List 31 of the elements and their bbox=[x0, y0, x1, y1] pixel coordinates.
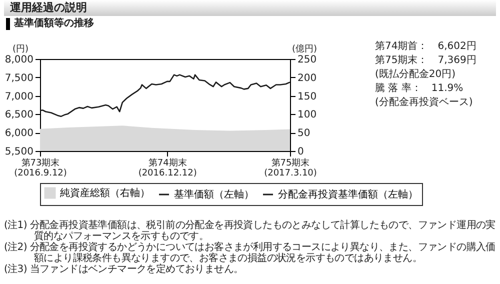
y2-tick-label: 250 bbox=[298, 54, 317, 66]
x-tick-label: 第74期末 (2016.12.12) bbox=[138, 158, 197, 178]
legend-label: 基準価額（左軸） bbox=[174, 188, 254, 200]
y-tick-label: 7,000 bbox=[4, 91, 34, 102]
x-tick-label: 第75期末 (2017.3.10) bbox=[264, 158, 317, 178]
text: (分配金再投資ベース) bbox=[375, 96, 474, 110]
y2-tick-label: 200 bbox=[298, 72, 317, 84]
text: 第75期末： 7,369円 bbox=[375, 54, 476, 68]
y-tick-label: 6,500 bbox=[4, 110, 34, 121]
text: 第74期首： 6,602円 bbox=[375, 40, 476, 54]
y2-tick-label: 0 bbox=[298, 146, 304, 158]
text: (注2) 分配金を再投資するかどうかについてはお客さまが利用するコースにより異なり、また、ファンドの購入価額により課税条件も異なりますので、お客さまの損益の状況を示すものではありません。 bbox=[4, 242, 496, 264]
y2-tick-label: 50 bbox=[298, 128, 310, 140]
y2-tick-label: 100 bbox=[298, 110, 317, 121]
line-series bbox=[39, 74, 291, 118]
x-tick-label: 第73期末 (2016.9.12) bbox=[14, 158, 67, 178]
text: (注1) 分配金再投資基準価額は、税引前の分配金を再投資したものとみなして計算したもので、ファンド運用の実質的なパフォーマンスを示すものです。 bbox=[4, 220, 496, 242]
y-tick-label: 5,500 bbox=[4, 146, 34, 158]
chart-title: 運用経過の説明 bbox=[4, 0, 496, 16]
chart-subtitle: 基準価額等の推移 bbox=[6, 18, 494, 30]
legend-label: 純資産総額（右軸） bbox=[60, 187, 150, 199]
y-tick-label: 7,500 bbox=[4, 72, 34, 84]
text: (既払分配金20円) bbox=[375, 68, 457, 82]
y2-axis-title: (億円) bbox=[292, 44, 318, 54]
y2-tick-label: 150 bbox=[298, 91, 317, 102]
text: (注3) 当ファンドはベンチマークを定めておりません。 bbox=[4, 264, 244, 275]
y-tick-label: 6,000 bbox=[4, 128, 34, 140]
y-axis-title: (円) bbox=[12, 44, 29, 54]
legend-label: 分配金再投資基準価額（左軸） bbox=[278, 188, 418, 200]
text: 騰 落 率： 11.9% bbox=[375, 82, 464, 96]
y-tick-label: 8,000 bbox=[4, 54, 34, 66]
